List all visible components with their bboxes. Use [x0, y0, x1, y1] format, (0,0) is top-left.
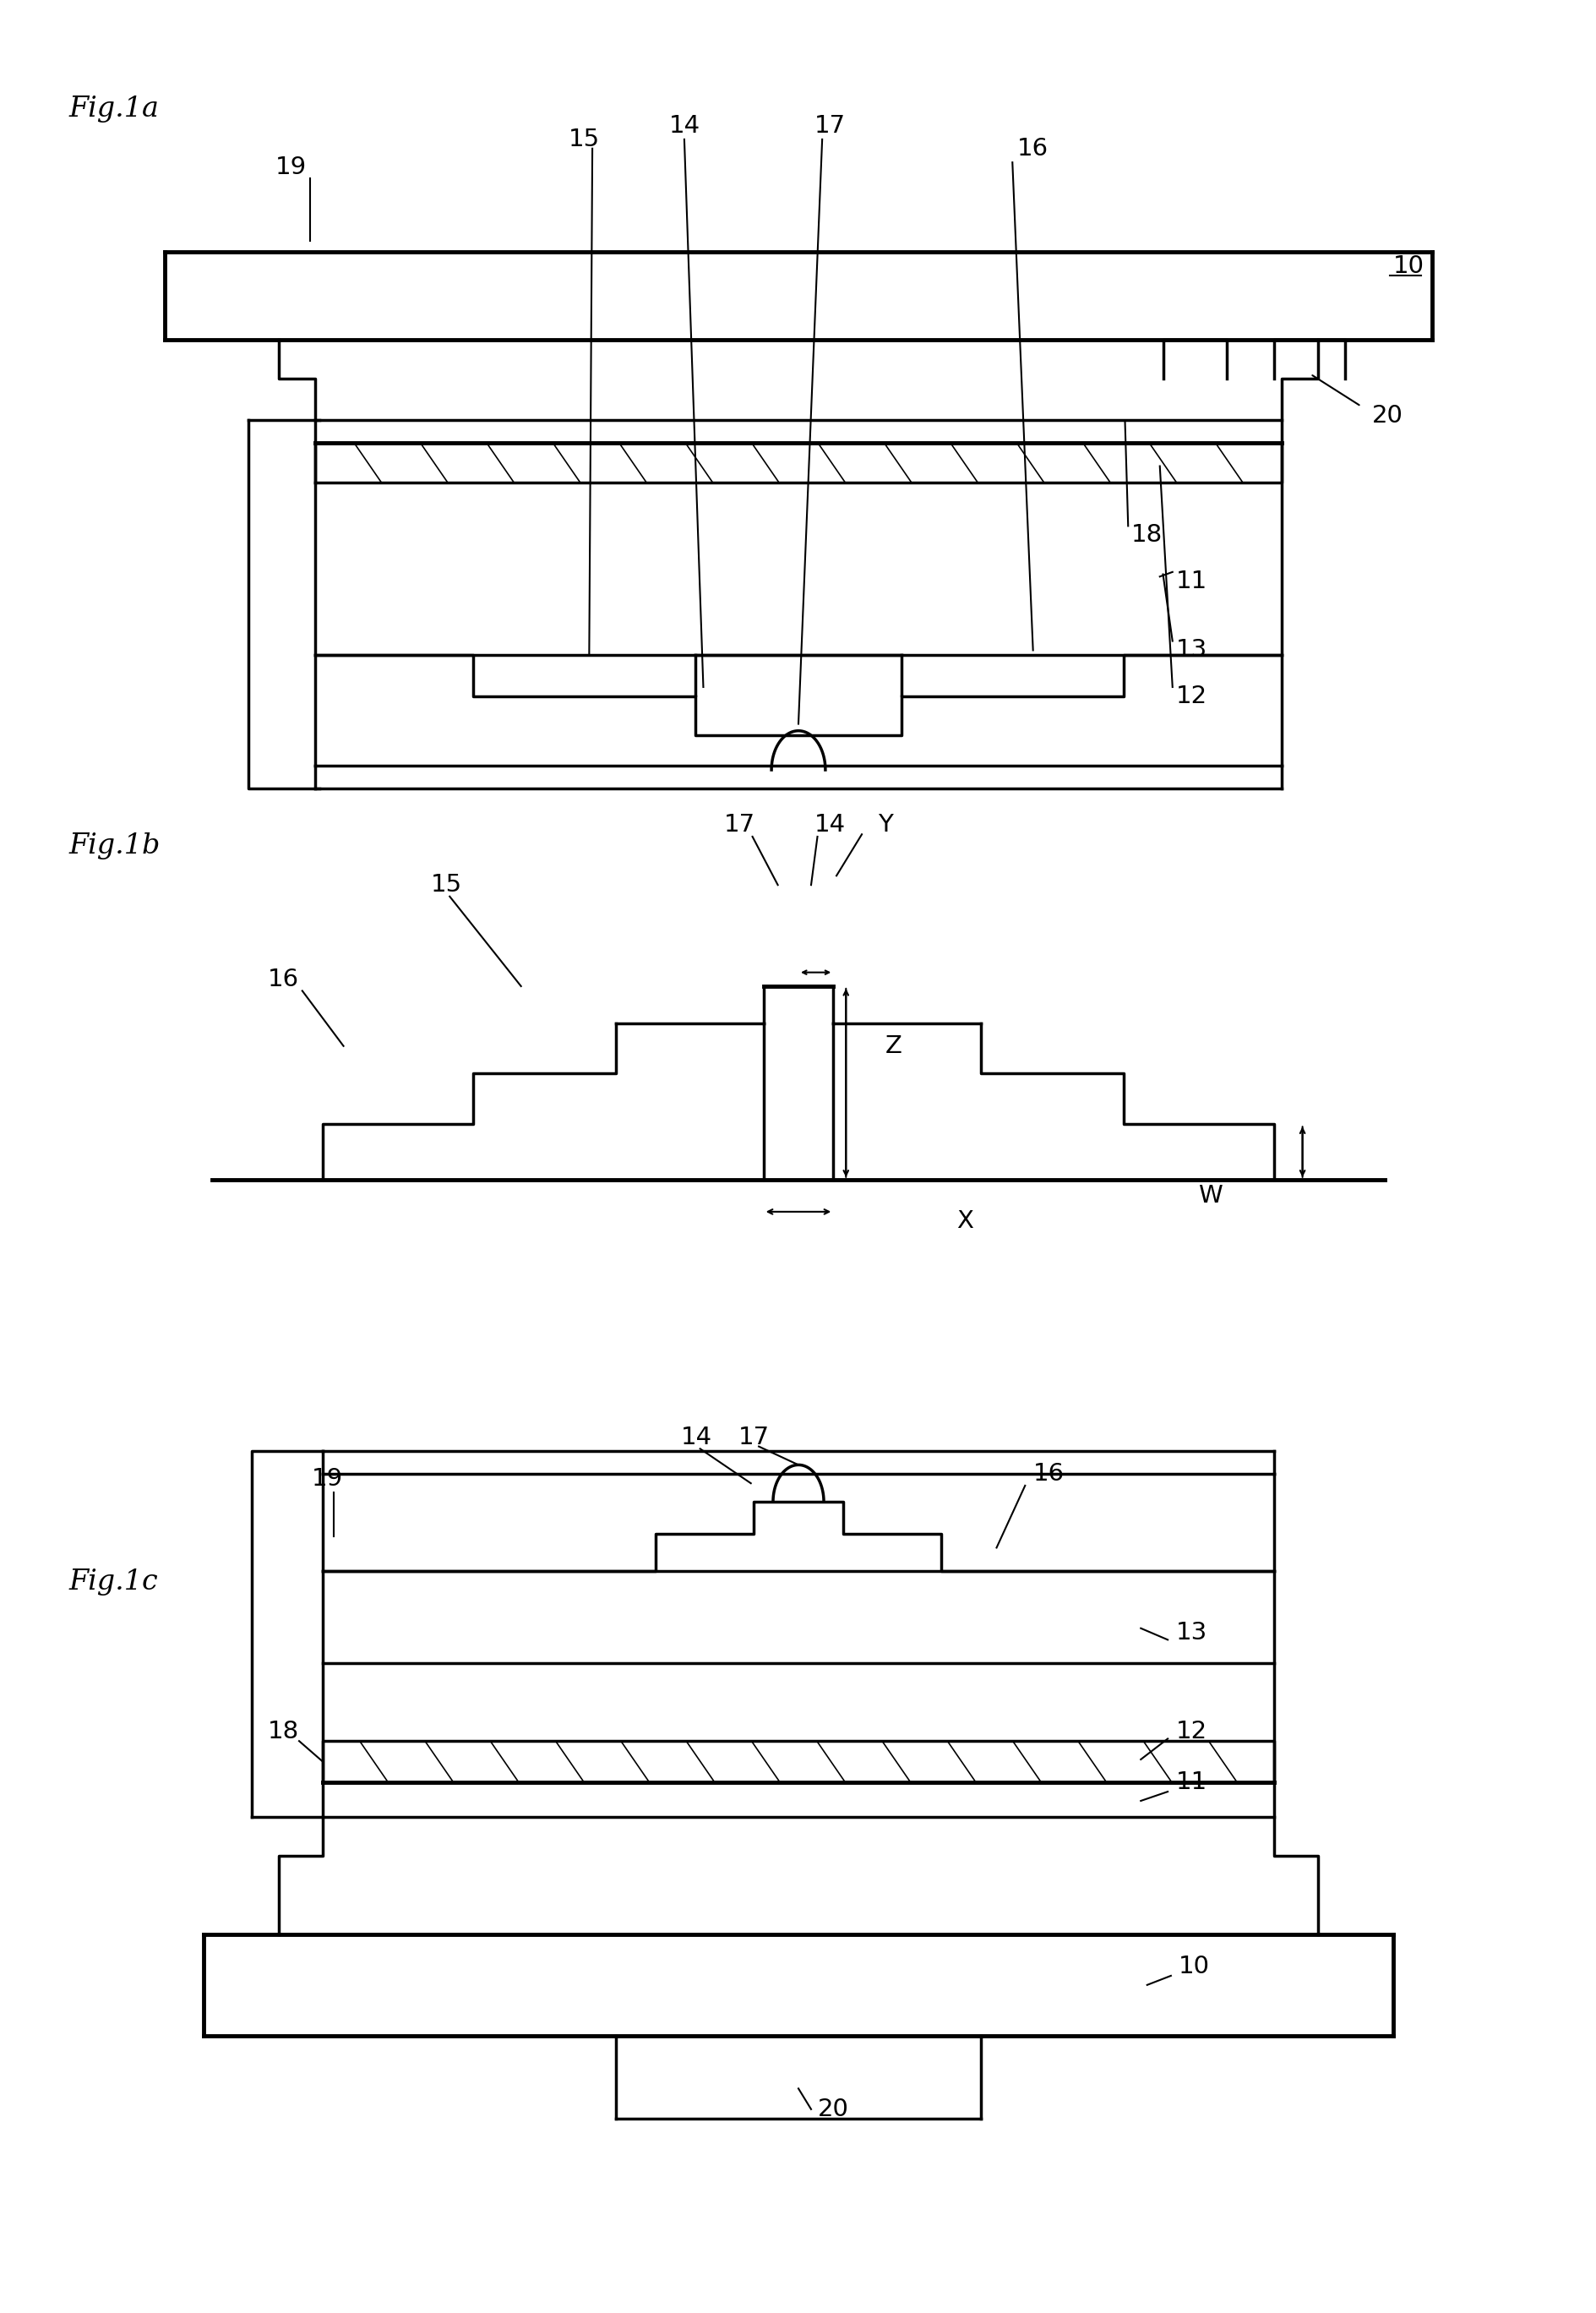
Text: 14: 14 [681, 1425, 712, 1448]
Text: 17: 17 [814, 113, 846, 136]
Text: 19: 19 [311, 1466, 343, 1490]
Text: Y: Y [878, 814, 892, 837]
Text: W: W [1197, 1184, 1221, 1207]
Text: 12: 12 [1175, 685, 1207, 708]
Text: 16: 16 [267, 967, 298, 992]
Text: 13: 13 [1175, 638, 1207, 662]
Text: Fig.1b: Fig.1b [69, 833, 161, 860]
Text: Fig.1a: Fig.1a [69, 95, 160, 123]
Text: 13: 13 [1175, 1621, 1207, 1645]
Text: 17: 17 [725, 814, 755, 837]
Text: 10: 10 [1178, 1954, 1210, 1978]
Text: 16: 16 [1033, 1462, 1065, 1485]
Text: X: X [956, 1210, 974, 1233]
Text: 19: 19 [275, 155, 306, 178]
Text: 20: 20 [1371, 405, 1403, 428]
Text: 10: 10 [1392, 254, 1424, 278]
Text: Fig.1c: Fig.1c [69, 1568, 158, 1596]
Text: 15: 15 [568, 127, 600, 150]
Text: 11: 11 [1175, 569, 1207, 592]
Text: 11: 11 [1175, 1772, 1207, 1795]
Text: 20: 20 [817, 2098, 847, 2121]
Text: 18: 18 [267, 1721, 298, 1744]
Text: 15: 15 [431, 872, 461, 897]
Text: 16: 16 [1017, 136, 1049, 160]
Text: 14: 14 [669, 113, 699, 136]
Text: 18: 18 [1130, 523, 1162, 546]
Text: 12: 12 [1175, 1721, 1207, 1744]
Text: Z: Z [886, 1034, 902, 1057]
Text: 14: 14 [814, 814, 846, 837]
Text: 17: 17 [737, 1425, 769, 1448]
